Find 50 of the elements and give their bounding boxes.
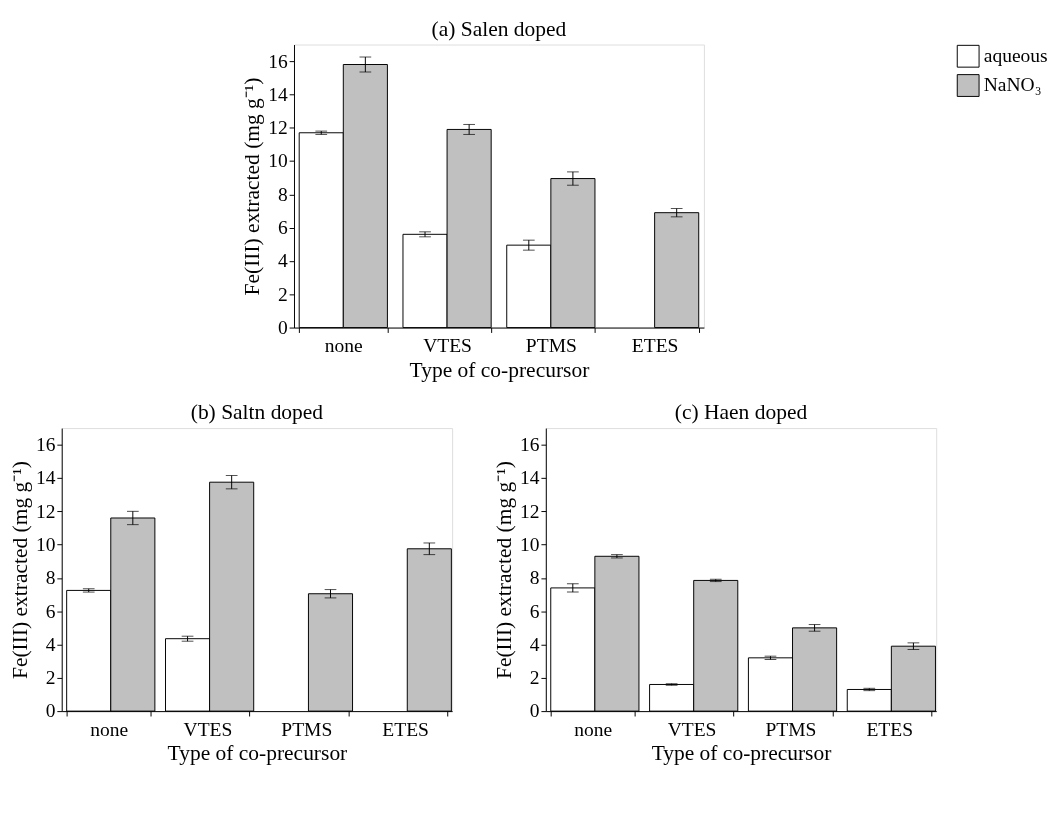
y-tick-label: 16 — [35, 434, 56, 456]
x-tick-label: none — [324, 335, 363, 357]
x-tick-label: none — [90, 719, 129, 741]
y-tick-label: 14 — [268, 83, 288, 105]
x-tick-label: ETES — [866, 719, 914, 741]
x-axis-title: Type of co-precursor — [651, 741, 832, 766]
y-tick-label: 14 — [519, 467, 540, 489]
x-tick-label: PTMS — [525, 335, 577, 357]
y-tick-label: 12 — [268, 117, 288, 139]
x-axis-title: Type of co-precursor — [167, 741, 348, 766]
x-tick-label: VTES — [667, 719, 717, 741]
y-tick-label: 10 — [268, 150, 288, 172]
x-tick-label: ETES — [382, 719, 429, 741]
y-tick-label: 12 — [35, 500, 56, 522]
y-axis-title: Fe(III) extracted (mg g⁻¹) — [492, 461, 517, 680]
y-tick-label: 16 — [268, 50, 288, 72]
y-tick-label: 6 — [45, 600, 56, 622]
legend-label: aqueous — [983, 45, 1048, 67]
y-tick-label: 16 — [519, 434, 540, 456]
y-tick-label: 10 — [519, 533, 540, 555]
y-tick-label: 6 — [277, 217, 288, 239]
y-tick-label: 2 — [277, 283, 288, 305]
x-tick-label: VTES — [423, 335, 472, 357]
y-tick-label: 8 — [529, 567, 540, 589]
y-tick-label: 0 — [45, 700, 56, 722]
y-tick-label: 14 — [35, 467, 56, 489]
y-tick-label: 4 — [45, 633, 56, 655]
y-tick-label: 4 — [277, 250, 288, 272]
y-tick-label: 8 — [277, 183, 288, 205]
y-tick-label: 2 — [529, 667, 540, 689]
x-axis-title: Type of co-precursor — [409, 357, 590, 382]
y-tick-label: 10 — [35, 533, 56, 555]
legend-label: NaNO₃ — [983, 74, 1042, 96]
y-axis-title: Fe(III) extracted (mg g⁻¹) — [240, 77, 265, 296]
x-tick-label: PTMS — [281, 719, 333, 741]
y-axis-title: Fe(III) extracted (mg g⁻¹) — [8, 461, 33, 680]
x-tick-label: PTMS — [765, 719, 817, 741]
y-tick-label: 4 — [529, 633, 540, 655]
y-tick-label: 0 — [277, 316, 288, 338]
y-tick-label: 6 — [529, 600, 540, 622]
x-tick-label: VTES — [183, 719, 233, 741]
chart-title: (c) Haen doped — [674, 400, 808, 425]
y-tick-label: 8 — [45, 567, 56, 589]
y-tick-label: 2 — [45, 667, 56, 689]
chart-title: (a) Salen doped — [431, 16, 567, 41]
x-tick-label: none — [574, 719, 613, 741]
y-tick-label: 0 — [529, 700, 540, 722]
y-tick-label: 12 — [519, 500, 540, 522]
chart-title: (b) Saltn doped — [190, 400, 324, 425]
x-tick-label: ETES — [631, 335, 679, 357]
